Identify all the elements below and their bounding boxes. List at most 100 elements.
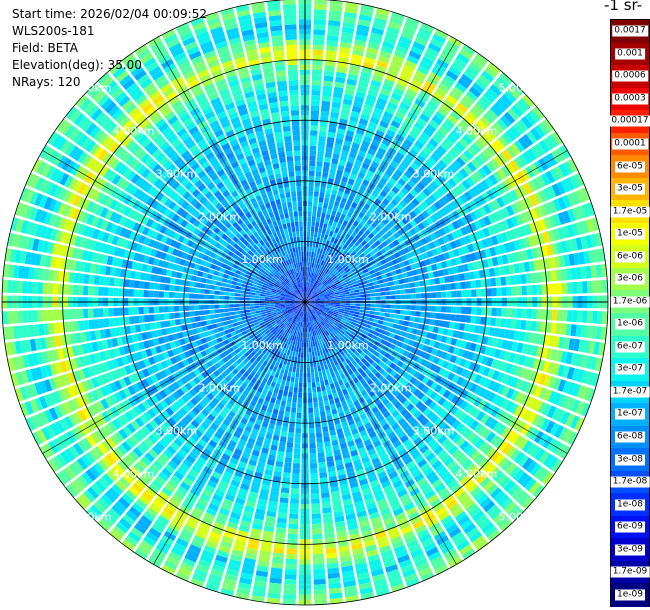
beta-cell [299, 367, 303, 373]
beta-cell [500, 276, 507, 286]
beta-cell [382, 278, 389, 283]
beta-cell [336, 222, 342, 229]
beta-cell [326, 141, 334, 148]
beta-cell [390, 59, 403, 69]
beta-cell [305, 298, 309, 302]
beta-cell [343, 266, 349, 272]
beta-cell [481, 132, 493, 144]
beta-cell [405, 305, 411, 310]
beta-cell [369, 310, 376, 315]
beta-cell [377, 194, 385, 202]
beta-cell [337, 207, 344, 214]
beta-cell [315, 302, 321, 304]
beta-cell [341, 256, 347, 262]
beta-cell [289, 513, 299, 519]
beta-cell [324, 304, 330, 307]
beta-cell [338, 186, 345, 193]
beta-cell [288, 386, 294, 393]
beta-cell [425, 292, 432, 299]
beta-cell [309, 295, 314, 300]
beta-cell [317, 290, 323, 294]
beta-cell [294, 356, 298, 362]
beta-cell [470, 280, 477, 289]
beta-cell [382, 40, 395, 50]
beta-cell [586, 218, 595, 233]
beta-cell [412, 74, 425, 84]
beta-cell [469, 61, 483, 73]
beta-cell [552, 228, 561, 241]
beta-cell [506, 205, 515, 216]
beta-cell [408, 148, 418, 158]
beta-cell [313, 201, 318, 207]
beta-cell [351, 238, 358, 245]
beta-cell [454, 239, 462, 248]
beta-cell [378, 316, 385, 321]
beta-cell [279, 436, 287, 443]
beta-cell [328, 292, 334, 295]
beta-cell [351, 105, 362, 113]
beta-cell [588, 250, 596, 264]
beta-cell [348, 287, 354, 292]
beta-cell [321, 497, 331, 504]
beta-cell [545, 322, 552, 334]
beta-cell [342, 243, 348, 250]
beta-cell [387, 276, 394, 282]
beta-cell [388, 64, 401, 73]
beta-cell [343, 140, 352, 147]
beta-cell [434, 163, 444, 173]
beta-cell [352, 283, 359, 288]
beta-cell [476, 307, 482, 315]
beta-cell [377, 55, 390, 64]
beta-cell [324, 192, 331, 199]
beta-cell [548, 200, 557, 214]
beta-cell [373, 315, 380, 320]
beta-cell [312, 392, 318, 398]
beta-cell [308, 294, 313, 299]
beta-cell [326, 373, 332, 380]
beta-cell [287, 396, 292, 403]
beta-cell [403, 92, 415, 102]
beta-cell [306, 352, 310, 358]
beta-cell [445, 313, 451, 321]
beta-cell [330, 302, 336, 305]
beta-cell [344, 215, 351, 222]
beta-cell [398, 73, 411, 83]
beta-cell [324, 297, 330, 300]
beta-cell [384, 286, 391, 292]
beta-cell [309, 297, 315, 300]
beta-cell [316, 437, 323, 443]
beta-cell [314, 186, 320, 192]
beta-cell [355, 295, 361, 298]
beta-cell [346, 199, 353, 207]
beta-cell [307, 287, 310, 293]
beta-cell [377, 125, 387, 133]
beta-cell [414, 140, 425, 150]
beta-cell [389, 254, 396, 261]
beta-cell [491, 287, 497, 297]
beta-cell [380, 308, 386, 313]
beta-cell [300, 357, 304, 363]
beta-cell [321, 279, 326, 284]
beta-cell [432, 239, 440, 248]
beta-cell [518, 262, 526, 273]
beta-cell [327, 287, 333, 291]
beta-cell [330, 282, 336, 286]
beta-cell [371, 236, 378, 243]
beta-cell [354, 289, 360, 293]
beta-cell [377, 243, 384, 251]
beta-cell [292, 366, 297, 373]
beta-cell [397, 324, 404, 331]
beta-cell [480, 179, 490, 191]
beta-cell [419, 280, 426, 287]
beta-cell [455, 196, 464, 207]
beta-cell [333, 256, 339, 262]
beta-cell [410, 288, 416, 294]
beta-cell [284, 568, 297, 575]
beta-cell [387, 69, 399, 78]
beta-cell [343, 258, 349, 264]
beta-cell [455, 256, 462, 265]
beta-cell [296, 362, 300, 368]
beta-cell [308, 417, 314, 424]
beta-cell [394, 194, 402, 203]
beta-cell [466, 146, 478, 157]
